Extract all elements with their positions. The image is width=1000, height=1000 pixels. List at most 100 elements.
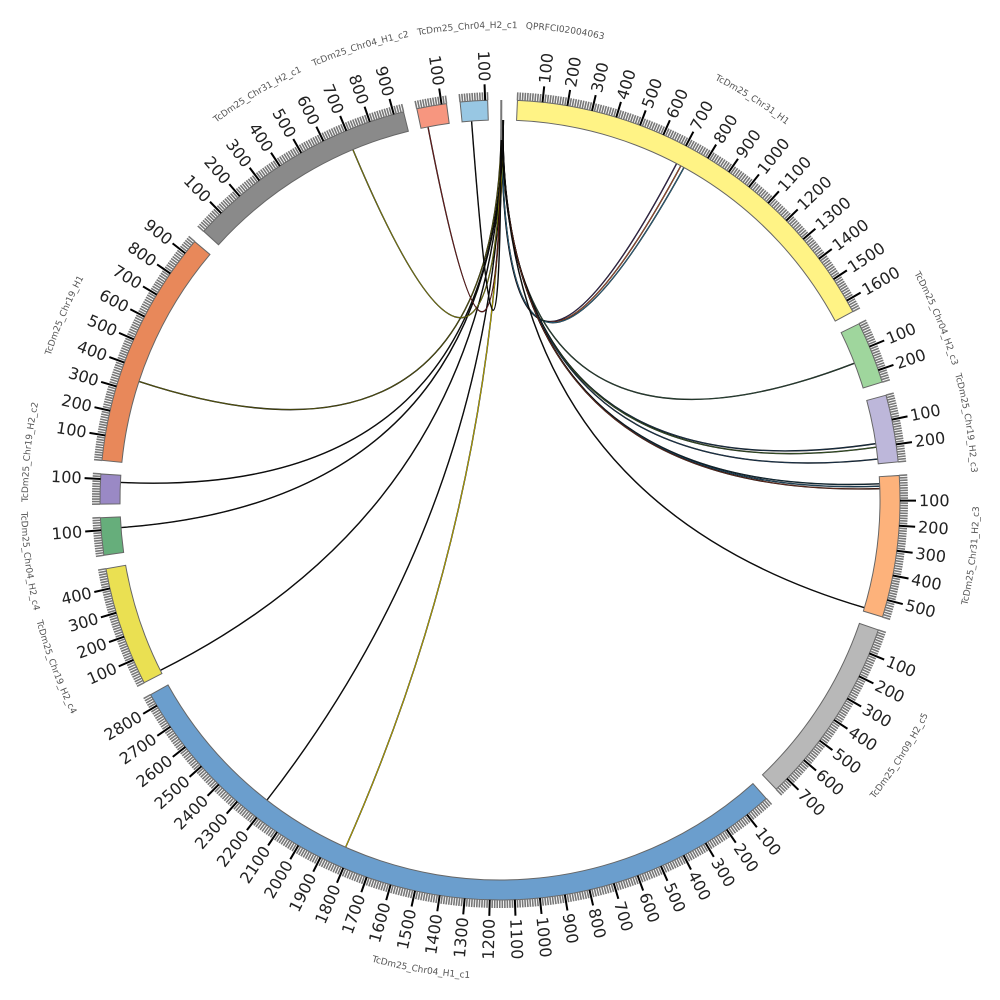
segment-arc[interactable] xyxy=(840,323,883,389)
major-tick xyxy=(833,269,848,281)
segment-name: TcDm25_Chr31_H2_c3 xyxy=(960,506,982,607)
segment-arc[interactable] xyxy=(862,474,901,618)
minor-tick xyxy=(837,712,846,719)
segment-arc[interactable] xyxy=(516,99,854,322)
link-14[interactable] xyxy=(120,120,504,528)
minor-tick xyxy=(610,107,615,117)
minor-tick xyxy=(700,845,706,853)
minor-tick xyxy=(95,549,104,553)
segment-arc[interactable] xyxy=(866,394,899,465)
minor-tick xyxy=(109,380,118,385)
minor-tick xyxy=(122,344,131,350)
minor-tick xyxy=(172,738,180,745)
major-tick xyxy=(312,856,322,873)
segment-arc[interactable] xyxy=(105,564,163,684)
minor-tick xyxy=(313,855,319,864)
minor-tick xyxy=(347,121,352,130)
segment-name-label: TcDm25_Chr19_H2_c3 xyxy=(952,371,978,473)
minor-tick xyxy=(546,897,550,906)
link-16[interactable] xyxy=(138,120,502,411)
minor-tick xyxy=(676,858,682,867)
minor-tick xyxy=(230,193,237,201)
minor-tick xyxy=(615,882,620,891)
segment-arc[interactable] xyxy=(99,516,125,556)
minor-tick xyxy=(881,378,891,383)
minor-tick xyxy=(871,645,880,651)
minor-tick xyxy=(130,326,139,331)
tick-label: 500 xyxy=(268,105,300,141)
major-tick xyxy=(84,477,101,480)
minor-tick xyxy=(724,162,730,170)
segment-arc[interactable] xyxy=(761,622,879,790)
link-17[interactable] xyxy=(352,120,502,318)
minor-tick xyxy=(160,272,168,279)
minor-tick xyxy=(804,235,812,242)
major-tick xyxy=(246,816,258,831)
segment-arc[interactable] xyxy=(99,473,122,505)
minor-tick xyxy=(549,896,552,905)
minor-tick xyxy=(674,132,679,141)
minor-tick xyxy=(183,752,191,759)
tick-label: 100 xyxy=(883,652,918,681)
minor-tick xyxy=(561,894,565,904)
minor-tick xyxy=(348,871,354,880)
major-tick xyxy=(802,227,817,240)
segment-arc[interactable] xyxy=(202,111,409,246)
minor-tick xyxy=(879,371,888,376)
minor-tick xyxy=(591,889,595,898)
minor-tick xyxy=(274,833,280,841)
minor-tick xyxy=(874,357,883,362)
link-9[interactable] xyxy=(502,120,880,490)
link-13[interactable] xyxy=(160,120,504,671)
major-tick xyxy=(410,890,416,907)
minor-tick xyxy=(285,152,292,160)
minor-tick xyxy=(680,856,686,864)
minor-tick xyxy=(662,864,668,873)
minor-tick xyxy=(103,403,112,407)
minor-tick xyxy=(101,410,110,415)
minor-tick xyxy=(759,802,767,811)
minor-tick xyxy=(268,163,275,171)
minor-tick xyxy=(390,885,394,894)
minor-tick xyxy=(544,94,547,103)
minor-tick xyxy=(848,300,857,306)
minor-tick xyxy=(110,619,119,624)
segment-arc[interactable] xyxy=(416,103,450,129)
minor-tick xyxy=(320,859,326,868)
link-2[interactable] xyxy=(501,120,685,324)
segment-arc[interactable] xyxy=(149,684,767,901)
minor-tick xyxy=(93,458,103,462)
minor-tick xyxy=(689,140,695,149)
minor-tick xyxy=(897,455,906,458)
minor-tick xyxy=(471,92,474,101)
minor-tick xyxy=(141,303,150,309)
minor-tick xyxy=(792,221,800,229)
minor-tick xyxy=(328,129,334,138)
minor-tick xyxy=(257,170,264,179)
minor-tick xyxy=(473,899,476,908)
minor-tick xyxy=(184,754,193,761)
minor-tick xyxy=(152,285,160,292)
minor-tick xyxy=(270,161,277,170)
link-15[interactable] xyxy=(120,120,504,484)
minor-tick xyxy=(463,93,466,102)
minor-tick xyxy=(95,551,104,555)
minor-tick xyxy=(281,154,287,163)
segment-arc[interactable] xyxy=(459,99,489,123)
minor-tick xyxy=(734,823,741,831)
link-11[interactable] xyxy=(266,120,504,801)
link-18[interactable] xyxy=(427,120,502,313)
major-tick xyxy=(899,524,916,528)
segment-arc[interactable] xyxy=(101,240,211,463)
link-19[interactable] xyxy=(471,120,502,311)
minor-tick xyxy=(289,149,296,158)
major-tick xyxy=(833,719,849,730)
link-12[interactable] xyxy=(345,120,504,848)
minor-tick xyxy=(736,821,743,830)
minor-tick xyxy=(554,896,557,905)
minor-tick xyxy=(113,628,122,633)
minor-tick xyxy=(812,245,820,252)
link-10[interactable] xyxy=(502,120,865,609)
minor-tick xyxy=(106,390,115,395)
